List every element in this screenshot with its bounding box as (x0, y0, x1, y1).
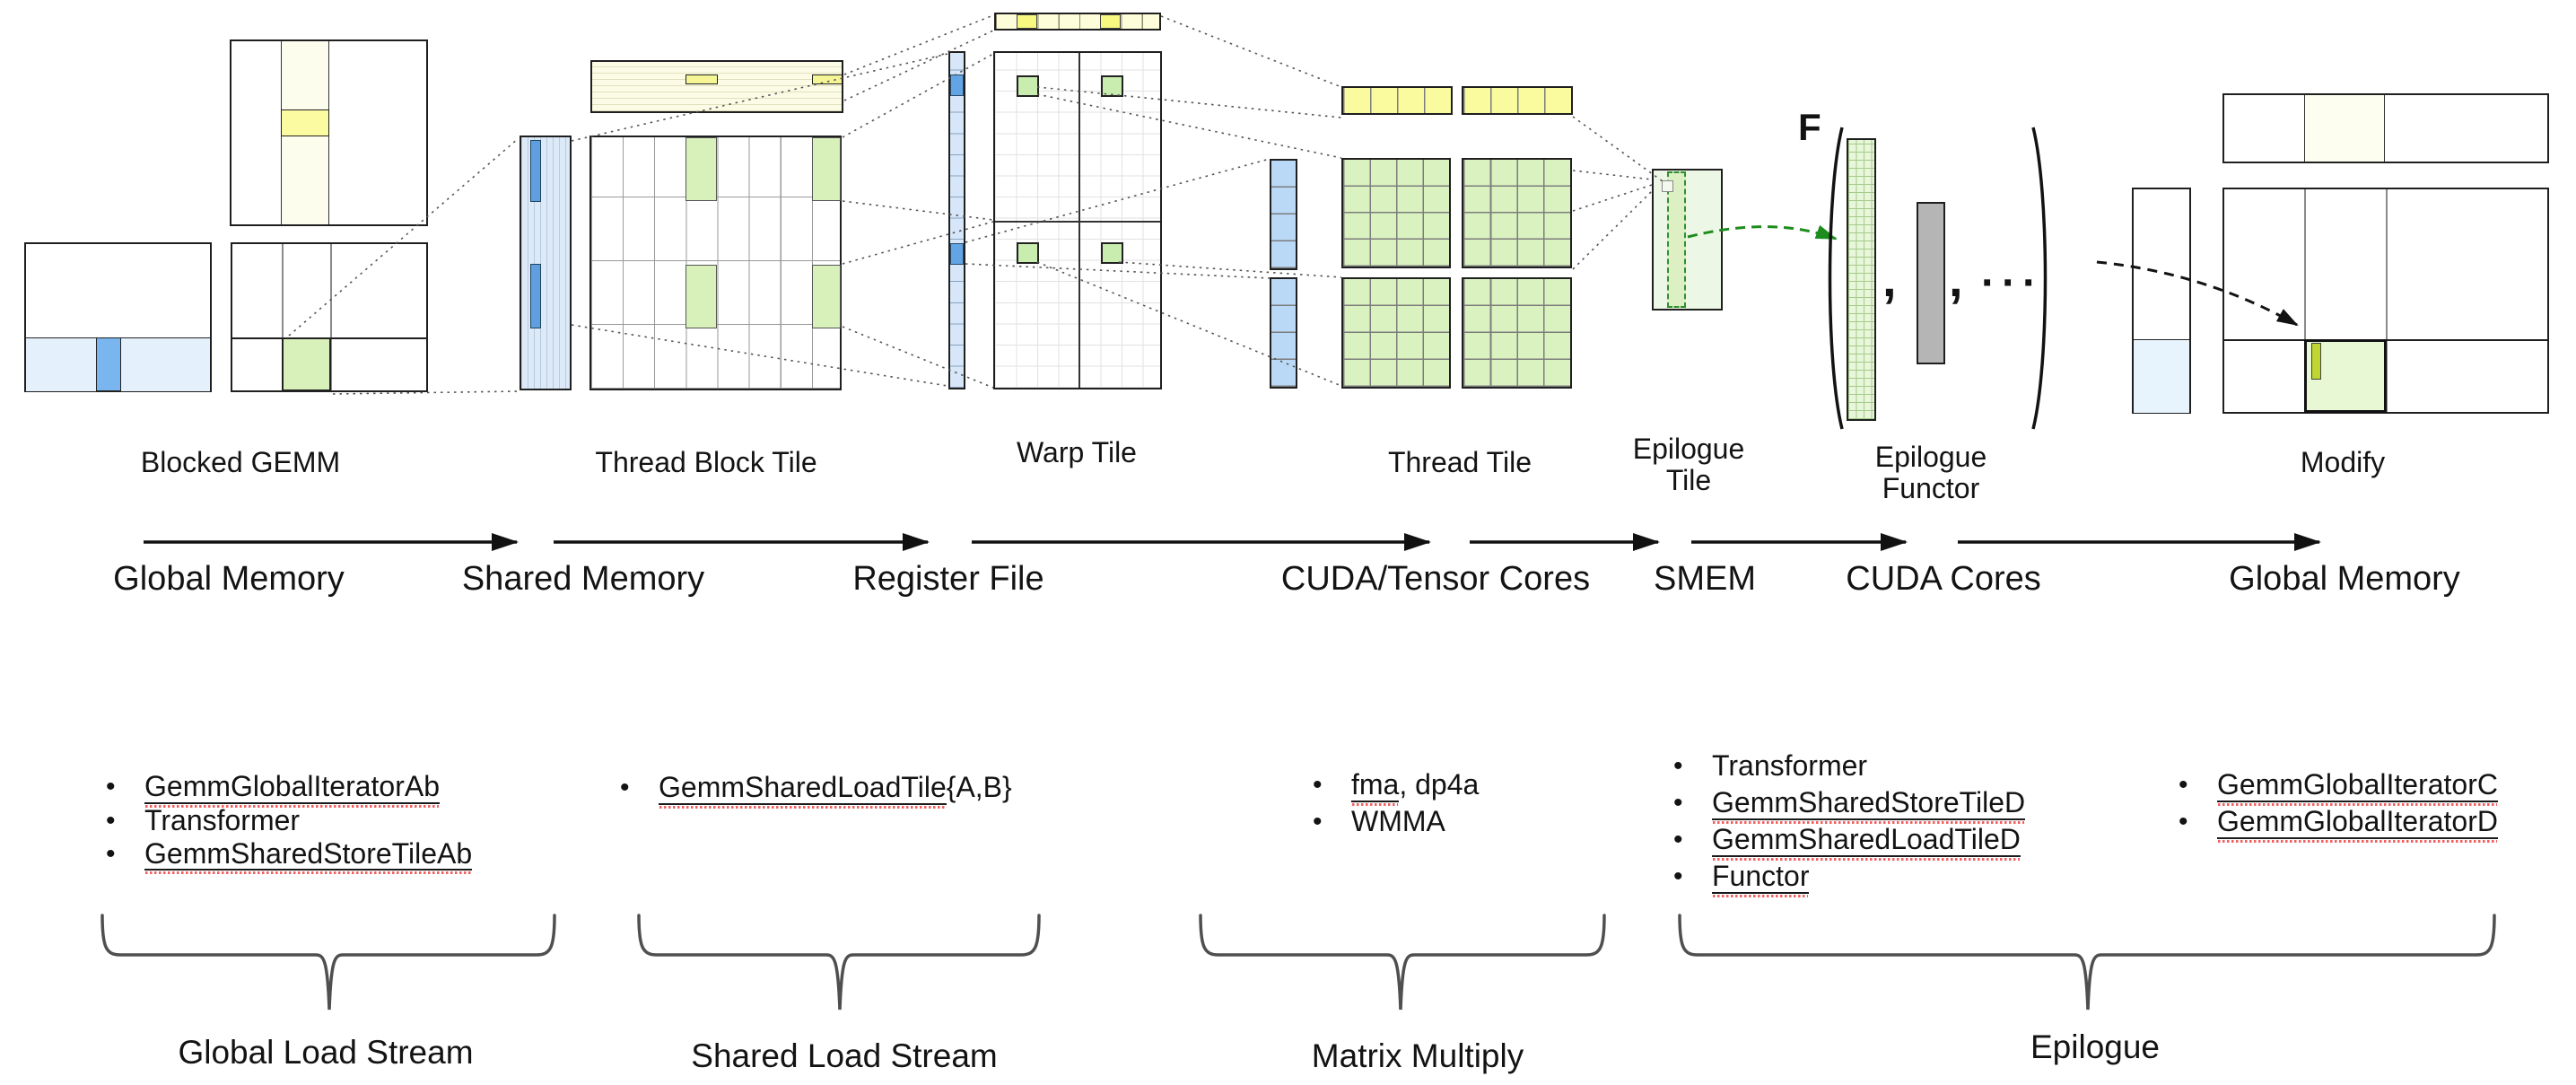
list-item: GemmSharedLoadTile{A,B} (620, 771, 1012, 809)
component-list-shared-load: GemmSharedLoadTile{A,B} (620, 771, 1012, 809)
memory-label-register-file: Register File (852, 560, 1044, 598)
component-list-global-load: GemmGlobalIteratorAb Transformer GemmSha… (106, 770, 473, 874)
list-item: GemmSharedStoreTileAb (106, 837, 473, 874)
modify-b-column (2304, 95, 2385, 162)
memory-label-cuda-tensor-cores: CUDA/Tensor Cores (1280, 560, 1591, 598)
list-item: GemmGlobalIteratorC (2179, 766, 2498, 806)
tb-b-fragment (812, 74, 843, 84)
functor-ellipsis: ··· (1981, 259, 2043, 307)
thread-c-grid (1341, 277, 1451, 389)
memory-label-cuda-cores: CUDA Cores (1846, 560, 2041, 598)
c-grid-line (282, 244, 284, 390)
tb-a-strip (520, 136, 572, 390)
tb-c-green-cell (685, 137, 718, 201)
functor-f-label: F (1798, 106, 1821, 148)
modify-written-bar (2311, 343, 2321, 380)
epilogue-tile-column (1667, 171, 1686, 308)
tb-a-fragment (530, 140, 541, 202)
thread-c-grid (1462, 158, 1572, 268)
modify-grid-line (2304, 189, 2306, 412)
stream-label-global-load: Global Load Stream (178, 1034, 474, 1071)
c-matrix-tile-cell (282, 337, 331, 391)
blocked-gemm-c-matrix (231, 242, 428, 392)
warp-a-strip (948, 51, 965, 389)
warp-b-strip (994, 13, 1161, 31)
dotted-connectors (288, 14, 1663, 395)
modify-b-matrix (2222, 93, 2549, 163)
warp-b-fragment (1100, 14, 1122, 29)
stage-label-epilogue-functor: Epilogue Functor (1874, 441, 1987, 504)
modify-a-cell (2134, 339, 2189, 413)
list-item: WMMA (1313, 803, 1479, 840)
functor-separator: , (1949, 250, 1963, 307)
list-item: fma, dp4a (1313, 766, 1479, 806)
list-item: Transformer (1673, 748, 2025, 784)
stage-label-warp-tile: Warp Tile (1017, 436, 1137, 468)
stage-label-thread-block-tile: Thread Block Tile (595, 446, 817, 478)
stage-label-epilogue-tile: Epilogue Tile (1632, 433, 1745, 496)
memory-label-shared-memory: Shared Memory (461, 560, 705, 598)
component-list-output: GemmGlobalIteratorC GemmGlobalIteratorD (2179, 766, 2498, 843)
blocked-gemm-b-matrix (230, 39, 428, 226)
stream-braces (100, 914, 2496, 1011)
stream-label-matrix-multiply: Matrix Multiply (1311, 1037, 1524, 1074)
list-item: Transformer (106, 804, 472, 837)
warp-tile-grid (993, 51, 1162, 389)
list-item: GemmGlobalIteratorD (2179, 803, 2498, 843)
warp-green-cell (1101, 242, 1123, 264)
tb-a-fragment (530, 264, 541, 328)
stage-label-blocked-gemm: Blocked GEMM (140, 446, 341, 478)
warp-green-cell (1101, 75, 1123, 97)
warp-a-fragment (950, 243, 964, 265)
thread-c-grid (1341, 158, 1451, 268)
tb-c-green-cell (811, 137, 841, 201)
stream-label-epilogue: Epilogue (2030, 1028, 2161, 1065)
stage-label-thread-tile: Thread Tile (1387, 446, 1533, 478)
epilogue-tile-box (1652, 169, 1723, 311)
warp-quadrant-divider (995, 221, 1160, 223)
thread-a-strip (1270, 159, 1297, 270)
memory-label-global-memory-1: Global Memory (113, 560, 345, 598)
thread-b-strip (1462, 86, 1573, 115)
functor-accumulator-column (1847, 138, 1876, 421)
modify-c-matrix (2222, 188, 2549, 414)
component-list-matrix-multiply: fma, dp4a WMMA (1313, 766, 1479, 840)
modify-a-matrix (2132, 188, 2191, 414)
modify-grid-line (2386, 189, 2388, 412)
thread-b-strip (1341, 86, 1453, 115)
functor-source-column (1917, 202, 1945, 364)
tb-c-grid (589, 136, 842, 390)
thread-c-grid (1462, 277, 1572, 389)
tb-c-green-cell (685, 265, 718, 328)
warp-green-cell (1017, 75, 1039, 97)
list-item: GemmGlobalIteratorAb (106, 770, 472, 808)
b-matrix-tile-cell (281, 109, 329, 136)
thread-a-strip (1270, 277, 1297, 389)
warp-b-fragment (1017, 14, 1038, 29)
functor-separator: , (1882, 250, 1897, 307)
stage-label-modify: Modify (2300, 446, 2386, 478)
tb-c-green-cell (811, 265, 841, 328)
blocked-gemm-a-matrix (24, 242, 212, 392)
warp-a-fragment (950, 74, 964, 96)
modify-green-cell (2304, 339, 2387, 413)
warp-green-cell (1017, 242, 1039, 264)
memory-label-smem: SMEM (1654, 560, 1756, 598)
component-list-epilogue: Transformer GemmSharedStoreTileD GemmSha… (1673, 748, 2026, 897)
stream-label-shared-load: Shared Load Stream (691, 1037, 998, 1074)
a-matrix-tile-cell (96, 337, 121, 391)
list-item: GemmSharedLoadTileD (1673, 821, 2025, 861)
list-item: Functor (1673, 858, 2025, 897)
epilogue-tile-subcell (1662, 180, 1673, 192)
list-item: GemmSharedStoreTileD (1673, 784, 2026, 824)
tb-b-fragment (685, 74, 718, 84)
memory-label-global-memory-2: Global Memory (2229, 560, 2460, 598)
tb-b-strip (590, 60, 843, 113)
